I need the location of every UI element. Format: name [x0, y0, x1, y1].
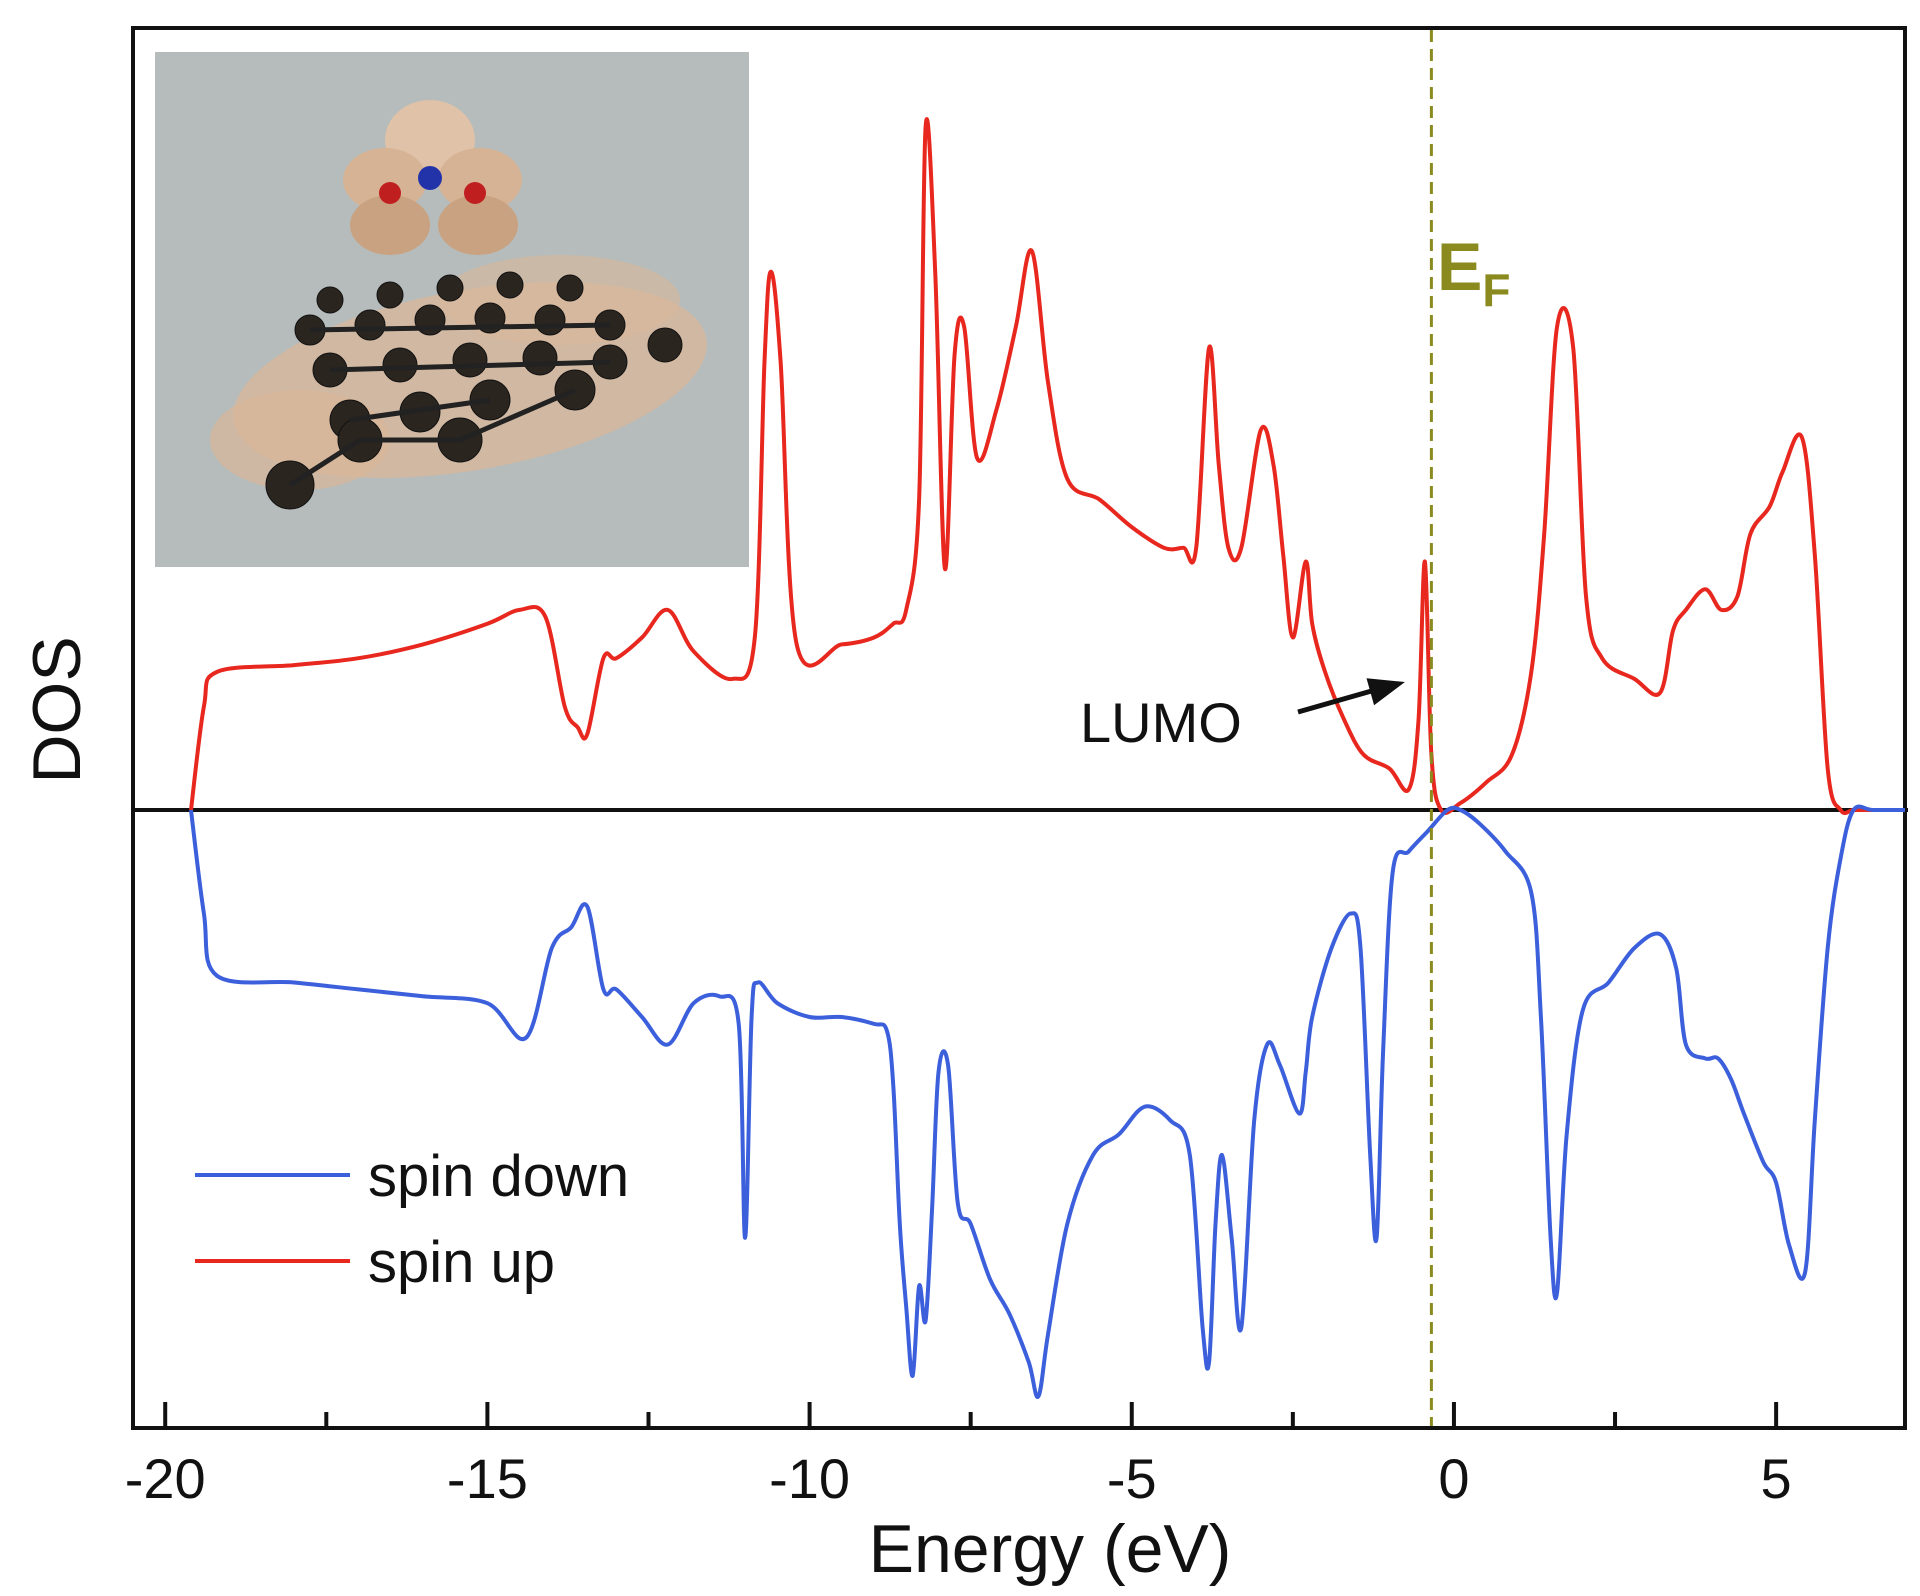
x-tick-label: -20	[125, 1447, 206, 1510]
lumo-arrowhead	[1366, 678, 1405, 706]
x-axis-ticks	[163, 1402, 1779, 1428]
legend-label-spin-down: spin down	[368, 1144, 629, 1209]
fermi-level-label: EF	[1437, 229, 1510, 316]
plot-frame	[131, 26, 1907, 1430]
legend-label-spin-up: spin up	[368, 1230, 555, 1295]
x-axis-title: Energy (eV)	[869, 1511, 1232, 1587]
y-axis-title: DOS	[19, 636, 95, 783]
x-tick-label: -5	[1107, 1447, 1157, 1510]
lumo-arrow	[1297, 687, 1376, 715]
x-axis-tick-labels: -20 -15 -10 -5 0 5	[125, 1447, 1792, 1510]
lumo-annotation: LUMO	[1080, 691, 1242, 754]
spin-down-line	[189, 804, 1905, 1399]
x-tick-label: -15	[447, 1447, 528, 1510]
fermi-label-main: E	[1437, 229, 1482, 305]
x-tick-label: -10	[769, 1447, 850, 1510]
spin-up-line	[189, 117, 1905, 816]
legend: spin down spin up	[195, 1144, 629, 1295]
fermi-label-sub: F	[1482, 264, 1510, 316]
x-tick-label: 5	[1761, 1447, 1792, 1510]
x-tick-label: 0	[1438, 1447, 1469, 1510]
inset-molecule-image	[155, 52, 749, 567]
